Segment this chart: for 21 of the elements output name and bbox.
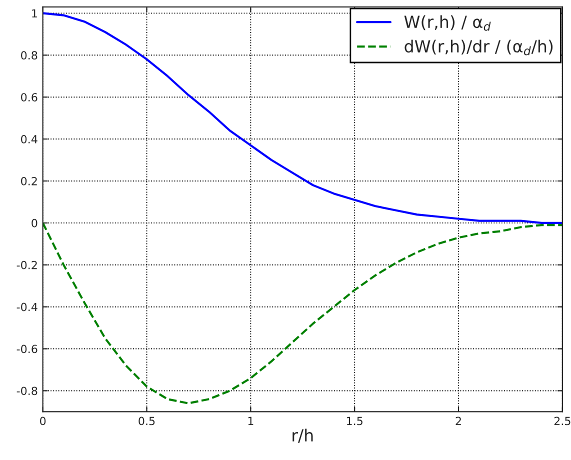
x-axis-title: r/h xyxy=(292,428,313,443)
line-series xyxy=(42,12,562,224)
y-tick-label: -0.4 xyxy=(16,302,38,312)
y-tick-label: 0.2 xyxy=(21,176,37,186)
x-tick-label: 2 xyxy=(456,416,461,426)
y-tick-label: -0.6 xyxy=(16,344,38,354)
line-series xyxy=(42,222,562,404)
x-tick-label: 0.5 xyxy=(138,416,155,426)
y-tick-label: -0.8 xyxy=(16,386,38,396)
legend-label: dW(r,h)/dr / (α$_{d}$/h) xyxy=(404,40,553,56)
x-tick-label: 0 xyxy=(40,416,46,426)
y-tick-label: 0.6 xyxy=(21,93,38,102)
legend-label: W(r,h) / α$_{d}$ xyxy=(404,15,491,31)
x-tick-label: 2.5 xyxy=(554,416,570,426)
y-tick-label: 1 xyxy=(32,9,37,18)
y-tick-label: 0.8 xyxy=(21,51,38,60)
y-tick-label: 0.4 xyxy=(21,135,38,144)
x-tick-label: 1 xyxy=(248,416,254,426)
y-tick-label: 0 xyxy=(32,218,38,228)
y-tick-label: -0.2 xyxy=(16,260,37,270)
x-tick-label: 1.5 xyxy=(346,416,362,426)
